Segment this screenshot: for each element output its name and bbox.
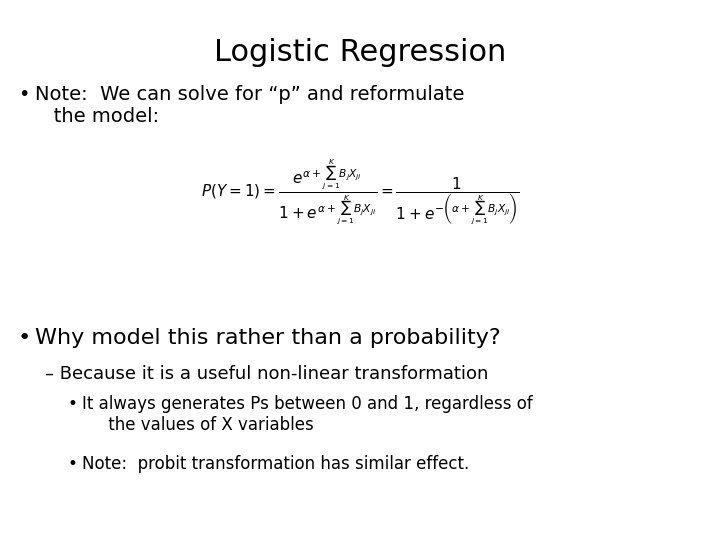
Text: Why model this rather than a probability?: Why model this rather than a probability… [35, 328, 500, 348]
Text: Note:  probit transformation has similar effect.: Note: probit transformation has similar … [82, 455, 469, 473]
Text: •: • [18, 328, 31, 348]
Text: •: • [18, 85, 30, 104]
Text: Logistic Regression: Logistic Regression [214, 38, 506, 67]
Text: $P(Y=1) = \dfrac{e^{\alpha+\sum_{j=1}^{K}B_j X_{ji}}}{1+e^{\alpha+\sum_{j=1}^{K}: $P(Y=1) = \dfrac{e^{\alpha+\sum_{j=1}^{K… [201, 158, 519, 227]
Text: •: • [68, 395, 78, 413]
Text: •: • [68, 455, 78, 473]
Text: Note:  We can solve for “p” and reformulate
   the model:: Note: We can solve for “p” and reformula… [35, 85, 464, 126]
Text: – Because it is a useful non-linear transformation: – Because it is a useful non-linear tran… [45, 365, 488, 383]
Text: It always generates Ps between 0 and 1, regardless of
     the values of X varia: It always generates Ps between 0 and 1, … [82, 395, 533, 434]
